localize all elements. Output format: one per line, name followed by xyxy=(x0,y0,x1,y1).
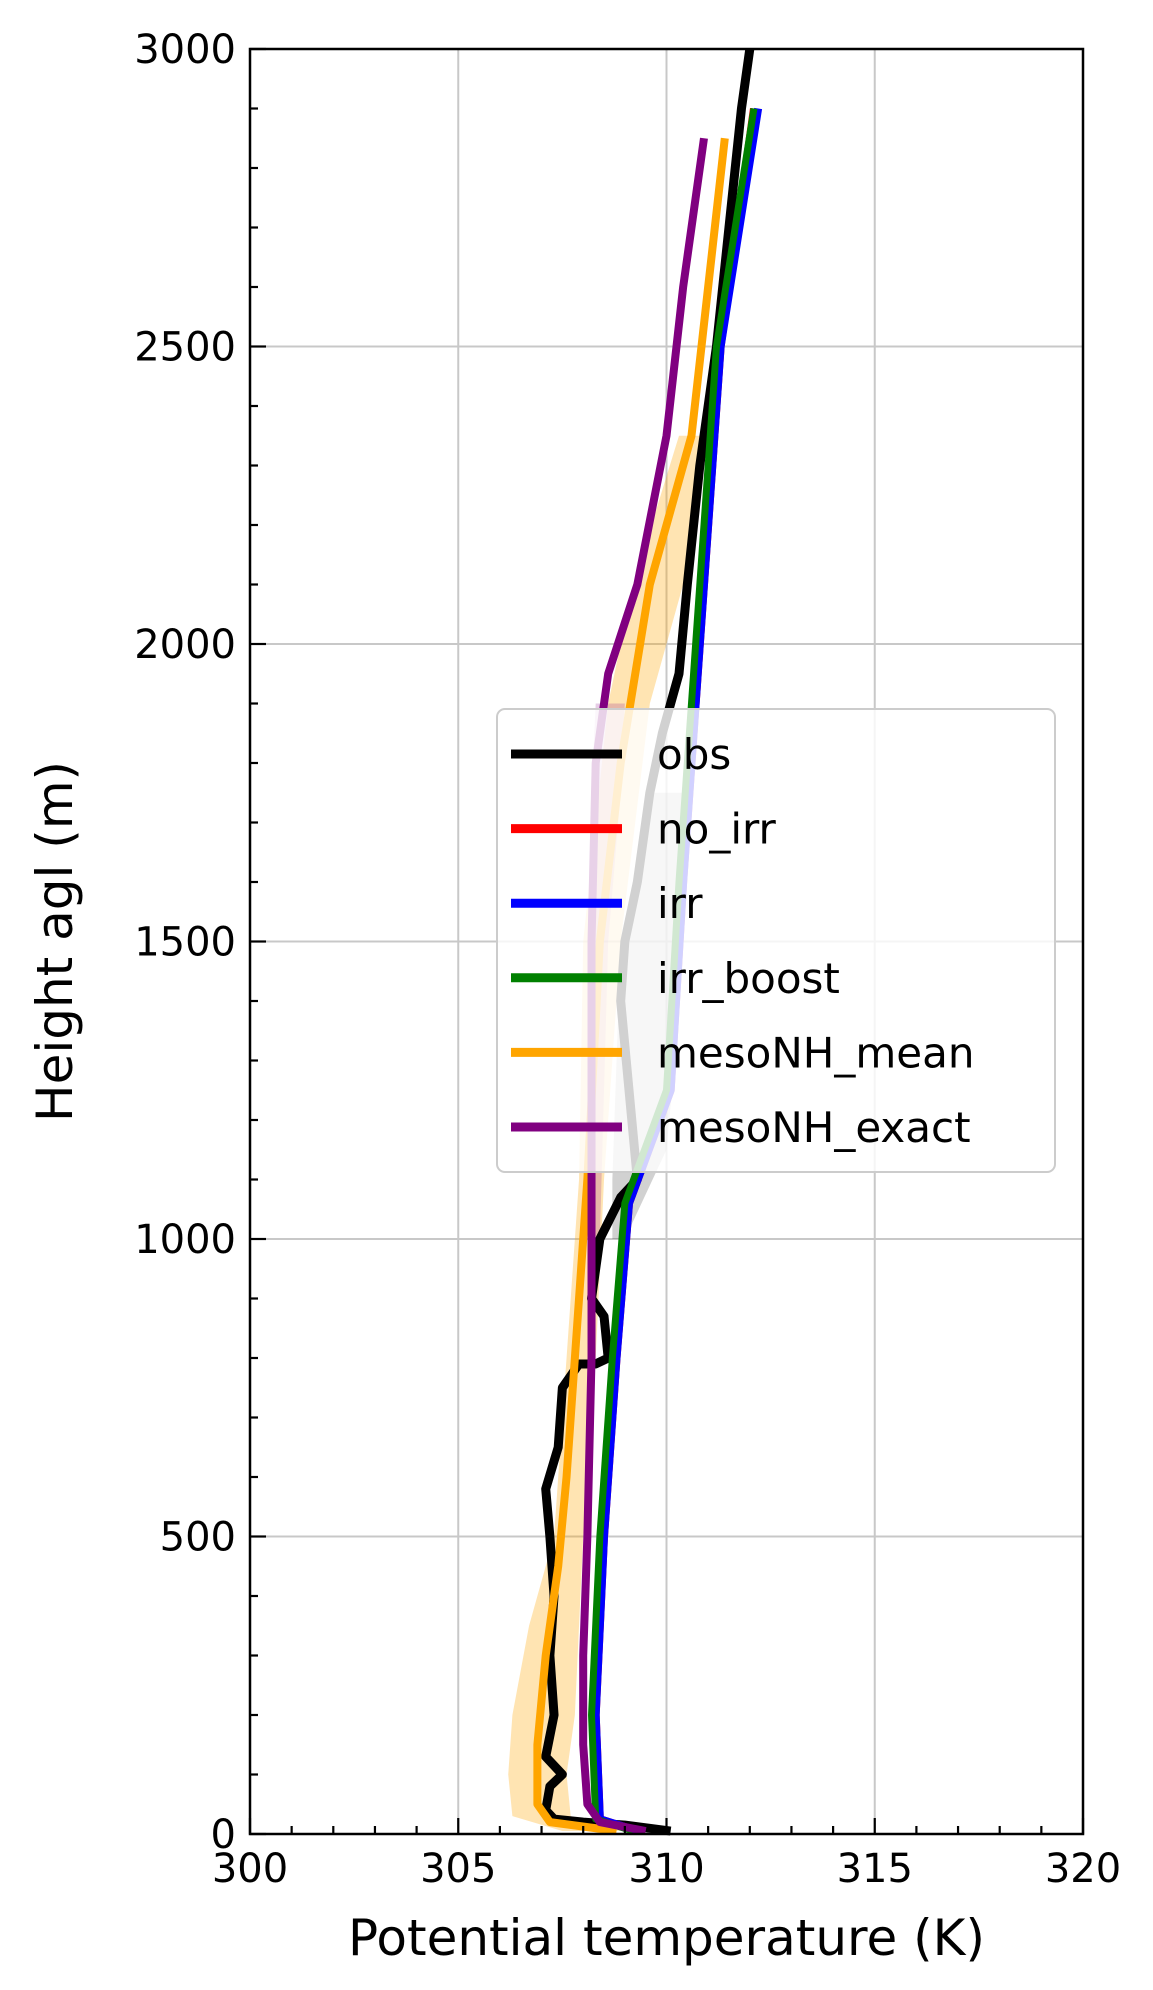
y-tick-label: 1500 xyxy=(134,920,236,966)
x-tick-label: 315 xyxy=(837,1846,913,1892)
y-tick-label: 2500 xyxy=(134,325,236,371)
y-tick-label: 1000 xyxy=(134,1217,236,1263)
y-tick-labels: 0 500 1000 1500 2000 2500 3000 xyxy=(134,27,236,1858)
x-tick-label: 320 xyxy=(1045,1846,1121,1892)
y-tick-label: 0 xyxy=(211,1812,236,1858)
series-line-irr_boost xyxy=(588,107,758,1835)
legend-box xyxy=(496,708,1056,1173)
series-line-mesoNH_mean xyxy=(533,137,729,1835)
y-tick-label: 3000 xyxy=(134,27,236,73)
series-line-irr xyxy=(591,107,763,1835)
x-tick-label: 300 xyxy=(212,1846,288,1892)
x-tick-labels: 300 305 310 315 320 xyxy=(212,1846,1121,1892)
legend-label-irr: irr xyxy=(657,879,703,928)
y-axis-label: Height agl (m) xyxy=(26,761,84,1122)
legend-label-mesoNH_exact: mesoNH_exact xyxy=(657,1103,971,1152)
legend-label-mesoNH_mean: mesoNH_mean xyxy=(657,1028,974,1077)
series-lines xyxy=(533,48,763,1836)
series-line-mesoNH_exact xyxy=(579,137,708,1835)
legend-label-obs: obs xyxy=(657,730,731,779)
series-line-obs xyxy=(541,48,755,1836)
x-axis-label: Potential temperature (K) xyxy=(348,1909,985,1967)
x-tick-label: 305 xyxy=(420,1846,496,1892)
legend-label-no_irr: no_irr xyxy=(657,805,777,854)
x-tick-label: 310 xyxy=(628,1846,704,1892)
axis-ticks xyxy=(248,47,1085,1836)
y-tick-label: 2000 xyxy=(134,622,236,668)
legend-label-irr_boost: irr_boost xyxy=(657,954,840,1003)
y-tick-label: 500 xyxy=(160,1515,236,1561)
